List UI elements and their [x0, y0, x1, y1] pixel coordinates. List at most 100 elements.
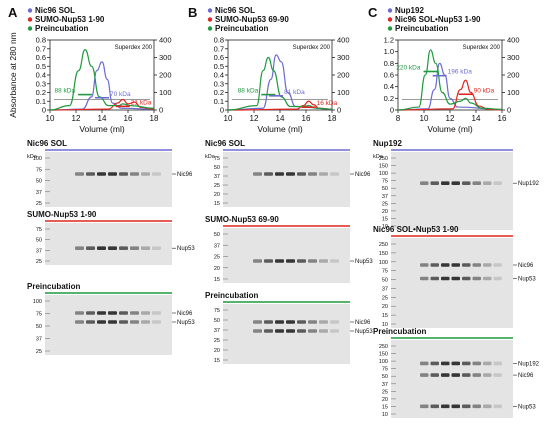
gel-band: [275, 259, 284, 263]
gel-band: [483, 263, 492, 267]
gel-band: [108, 246, 117, 250]
gel-band: [119, 320, 128, 324]
band-label: Nic96: [177, 311, 193, 317]
y-tick-label: 0.1: [214, 97, 224, 106]
band-label: Nup53: [518, 277, 536, 283]
y-tick-label: 0.4: [214, 71, 224, 80]
gel-title: Nic96 SOL•Nup53 1-90: [373, 225, 459, 234]
marker-label: 15: [214, 201, 220, 207]
mw-label: 16 kDa: [317, 100, 338, 107]
gel-band: [472, 404, 481, 409]
gel-band: [253, 259, 262, 263]
gel-band: [483, 181, 492, 185]
gel-band: [86, 172, 95, 176]
gel-band: [483, 361, 492, 366]
gel-band: [75, 311, 84, 315]
band-label: Nup53: [355, 259, 373, 265]
marker-label: 100: [33, 299, 42, 305]
marker-label: 20: [214, 266, 220, 272]
gel-band: [430, 181, 439, 185]
y2-tick-label: 200: [507, 71, 520, 80]
gel-band: [141, 311, 150, 315]
gel-band: [97, 311, 106, 315]
marker-label: 100: [379, 359, 388, 365]
marker-label: 75: [214, 308, 220, 314]
marker-label: 50: [36, 179, 42, 185]
gel-band: [430, 373, 439, 377]
gel-band: [441, 276, 450, 281]
y2-tick-label: 100: [159, 88, 172, 97]
gel-band: [441, 263, 450, 267]
gel-title: Preincubation: [373, 327, 426, 336]
marker-label: 37: [214, 174, 220, 180]
gel-band: [297, 172, 306, 176]
gel-band: [483, 373, 492, 377]
y-tick-label: 0.6: [36, 53, 46, 62]
mw-label: 90 kDa: [474, 87, 495, 94]
band-label: Nup53: [355, 329, 373, 335]
gel-band: [430, 276, 439, 281]
y2-tick-label: 100: [337, 88, 350, 97]
mw-label: 21 kDa: [131, 99, 152, 106]
band-label: Nup53: [518, 404, 536, 410]
series-line: [49, 61, 155, 111]
gel-band: [253, 329, 262, 333]
gel-band: [472, 361, 481, 366]
gel-band: [264, 320, 273, 324]
legend-marker: [207, 17, 213, 22]
gel-band: [483, 404, 492, 409]
legend-marker: [207, 26, 213, 31]
marker-label: 50: [214, 232, 220, 238]
marker-label: 20: [382, 209, 388, 215]
y-tick-label: 0.3: [214, 79, 224, 88]
marker-label: 37: [214, 243, 220, 249]
gel-band: [472, 276, 481, 281]
gel-band: [451, 373, 460, 377]
gel-band: [275, 329, 284, 333]
y2-tick-label: 200: [159, 71, 172, 80]
gel-band: [86, 246, 95, 250]
gel-band: [130, 246, 139, 250]
marker-label: 75: [382, 269, 388, 275]
series-line: [49, 49, 155, 111]
x-tick-label: 8: [396, 114, 401, 123]
y-tick-label: 0: [390, 106, 394, 115]
gel-band: [264, 329, 273, 333]
gel-band: [493, 373, 502, 377]
gel-band: [441, 373, 450, 377]
gel-band: [119, 246, 128, 250]
gel-band: [430, 404, 439, 409]
legend-entry: Preincubation: [215, 24, 268, 33]
x-tick-label: 10: [420, 114, 429, 123]
y-tick-label: 0: [42, 106, 46, 115]
legend-entry: SUMO-Nup53 1-90: [35, 15, 105, 24]
marker-label: 37: [382, 382, 388, 388]
x-tick-label: 10: [224, 114, 233, 123]
marker-label: 250: [379, 156, 388, 162]
y2-tick-label: 400: [159, 36, 172, 45]
legend-entry: Nic96 SOL: [215, 6, 255, 15]
gel-image: [45, 295, 172, 355]
band-label: Nic96: [518, 263, 534, 269]
column-label: Superdex 200: [293, 45, 331, 51]
column-label: Superdex 200: [115, 45, 153, 51]
marker-label: 100: [379, 260, 388, 266]
marker-label: 75: [382, 179, 388, 185]
gel-band: [420, 263, 429, 267]
column-label: Superdex 200: [463, 45, 501, 51]
marker-label: 20: [382, 304, 388, 310]
marker-label: 25: [214, 183, 220, 189]
mw-label: 88 kDa: [54, 88, 75, 95]
gel-band: [451, 404, 460, 409]
gel-band: [152, 172, 161, 176]
gel-band: [275, 172, 284, 176]
band-label: Nic96: [355, 172, 371, 178]
gel-band: [286, 320, 295, 324]
x-axis-label: Volume (ml): [257, 124, 303, 134]
gel-band: [493, 263, 502, 267]
gel-band: [130, 172, 139, 176]
marker-label: 75: [36, 227, 42, 233]
gel-image: [391, 152, 513, 230]
legend-marker: [27, 26, 33, 31]
marker-label: 150: [379, 352, 388, 358]
